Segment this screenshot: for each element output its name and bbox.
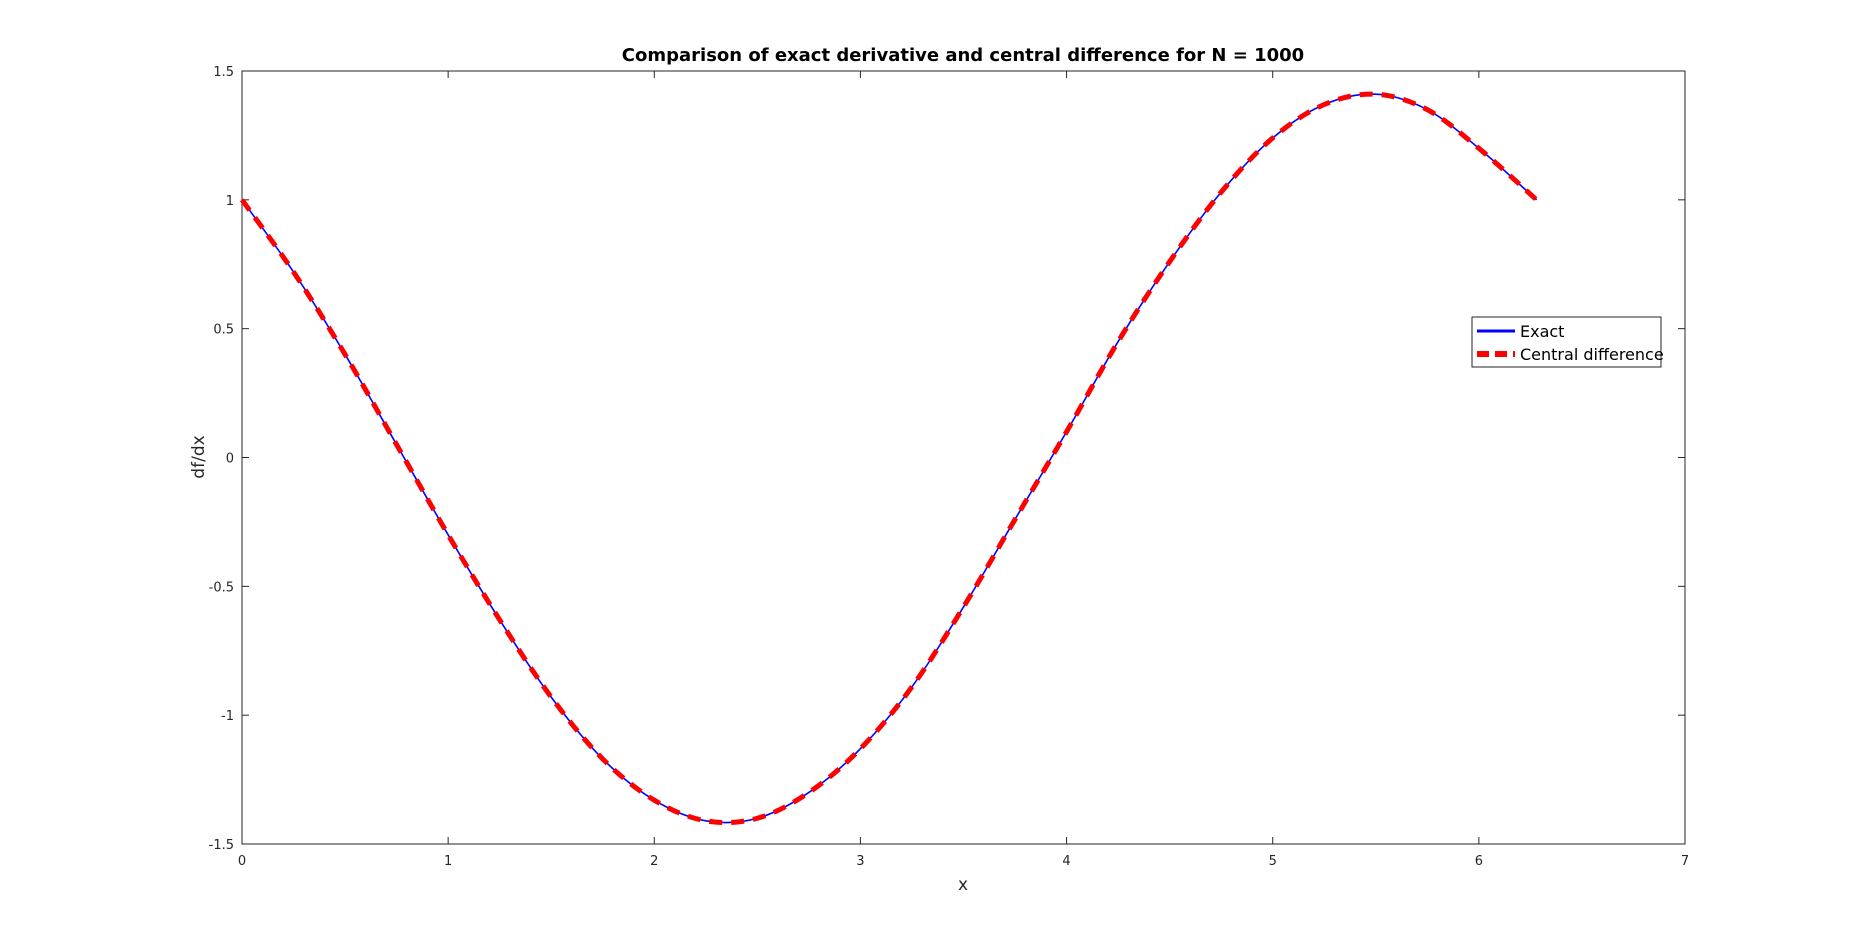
legend: Exact Central difference bbox=[1471, 316, 1664, 368]
y-tick-label: -1.5 bbox=[209, 838, 234, 853]
y-tick-label: 0.5 bbox=[213, 323, 234, 338]
y-tick-label: 0 bbox=[226, 452, 234, 467]
series-layer bbox=[239, 91, 1539, 826]
axis-ticks: 0 1 2 3 4 5 6 7 -1.5 -1 -0.5 0 0.5 1 1.5 bbox=[209, 65, 1690, 869]
legend-box bbox=[1471, 316, 1662, 368]
x-tick-label: 4 bbox=[1062, 854, 1070, 869]
y-tick-label: -0.5 bbox=[209, 580, 234, 595]
chart-title: Comparison of exact derivative and centr… bbox=[622, 45, 1304, 66]
y-tick-label: -1 bbox=[221, 709, 234, 724]
series-line-central-difference bbox=[239, 91, 1539, 826]
y-tick-label: 1.5 bbox=[213, 65, 234, 80]
legend-label-exact: Exact bbox=[1520, 322, 1564, 341]
legend-label-central-difference: Central difference bbox=[1520, 345, 1664, 364]
x-tick-label: 6 bbox=[1475, 854, 1483, 869]
x-tick-label: 0 bbox=[238, 854, 246, 869]
y-tick-label: 1 bbox=[226, 194, 234, 209]
plot-area bbox=[241, 70, 1686, 845]
x-tick-label: 3 bbox=[856, 854, 864, 869]
y-axis-label: df/dx bbox=[189, 435, 209, 478]
x-tick-label: 2 bbox=[650, 854, 658, 869]
x-tick-label: 5 bbox=[1269, 854, 1277, 869]
x-tick-label: 1 bbox=[444, 854, 452, 869]
x-axis-label: x bbox=[958, 875, 968, 895]
x-tick-label: 7 bbox=[1681, 854, 1689, 869]
